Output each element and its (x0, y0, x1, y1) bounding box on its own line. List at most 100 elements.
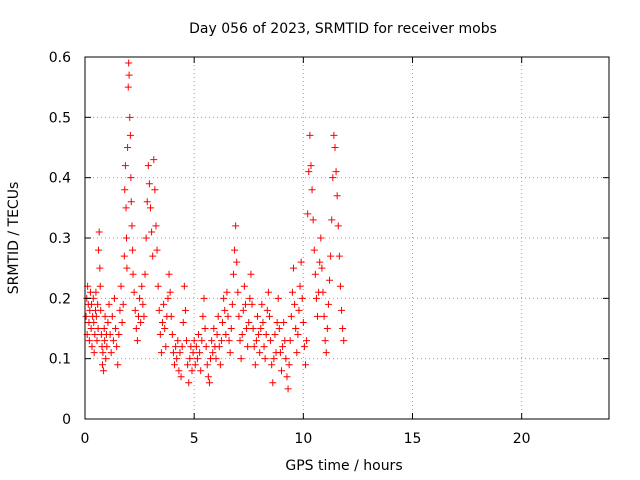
data-point (320, 312, 328, 320)
data-point (265, 312, 273, 320)
data-point (274, 294, 282, 302)
data-point (156, 331, 164, 339)
data-point (239, 306, 247, 314)
y-axis-label: SRMTID / TECUs (6, 182, 22, 295)
grid-lines (85, 57, 609, 419)
data-point (165, 270, 173, 278)
data-point (108, 312, 116, 320)
data-point (85, 337, 93, 345)
data-point (129, 270, 137, 278)
data-point (321, 337, 329, 345)
data-point (149, 252, 157, 260)
data-point (164, 294, 172, 302)
data-point (255, 331, 263, 339)
data-point (145, 180, 153, 188)
data-point (96, 264, 104, 272)
data-point (90, 349, 98, 357)
data-point (329, 174, 337, 182)
data-point (257, 325, 265, 332)
data-point (142, 234, 150, 242)
data-point (133, 337, 141, 345)
data-point (130, 288, 138, 296)
y-tick-label: 0.4 (49, 171, 71, 187)
data-point (220, 294, 228, 302)
data-point (286, 337, 294, 345)
data-point (252, 337, 260, 345)
data-point (330, 131, 338, 139)
data-point (208, 337, 216, 345)
data-point (288, 288, 296, 296)
data-point (176, 349, 184, 357)
data-point (173, 355, 181, 363)
data-point (122, 234, 130, 242)
data-point (333, 192, 341, 200)
data-point (125, 71, 133, 79)
data-point (152, 222, 160, 230)
data-point (128, 222, 136, 230)
data-point (279, 343, 287, 351)
data-point (90, 318, 98, 326)
data-point (161, 325, 169, 332)
y-tick-label: 0.1 (49, 352, 71, 368)
data-point (141, 270, 149, 278)
data-point (122, 204, 130, 212)
data-point (174, 337, 182, 345)
data-point (94, 300, 102, 308)
data-point (181, 306, 189, 314)
data-point (260, 343, 268, 351)
data-point (82, 312, 90, 320)
data-point (213, 331, 221, 339)
x-tick-label: 20 (513, 431, 531, 447)
data-point (328, 216, 336, 224)
data-point (91, 331, 99, 339)
data-point (240, 282, 248, 290)
data-point (295, 306, 303, 314)
data-point (114, 361, 122, 369)
data-point (253, 312, 261, 320)
data-point (228, 300, 236, 308)
data-point (127, 198, 135, 206)
x-tick-label: 0 (81, 431, 90, 447)
data-point (276, 349, 284, 357)
data-point (116, 306, 124, 314)
data-point (297, 258, 305, 266)
x-tick-label: 5 (190, 431, 199, 447)
data-point (137, 318, 145, 326)
data-point (229, 270, 237, 278)
data-point (241, 300, 249, 308)
data-point (250, 343, 258, 351)
y-tick-label: 0.2 (49, 291, 71, 307)
data-point (118, 318, 126, 326)
data-point (256, 349, 264, 357)
data-point (243, 325, 251, 332)
data-point (179, 318, 187, 326)
data-point (96, 282, 104, 290)
data-point (311, 270, 319, 278)
data-point (97, 306, 105, 314)
data-point (309, 216, 317, 224)
data-point (113, 343, 121, 351)
data-point (95, 228, 103, 236)
data-point (284, 385, 292, 393)
data-point (188, 367, 196, 375)
data-point (106, 331, 114, 339)
data-point (178, 343, 186, 351)
data-point (267, 337, 275, 345)
data-point (190, 337, 198, 345)
data-point (126, 131, 134, 139)
data-point (105, 300, 113, 308)
data-point (204, 373, 212, 381)
data-point (93, 337, 101, 345)
data-point (121, 162, 129, 170)
data-point (175, 367, 183, 375)
data-point (209, 349, 217, 357)
data-point (334, 222, 342, 230)
data-point (327, 252, 335, 260)
data-point (186, 355, 194, 363)
data-point (217, 337, 225, 345)
data-point (251, 361, 259, 369)
data-point (124, 83, 132, 91)
data-point (177, 373, 185, 381)
data-point (193, 355, 201, 363)
data-point (287, 312, 295, 320)
